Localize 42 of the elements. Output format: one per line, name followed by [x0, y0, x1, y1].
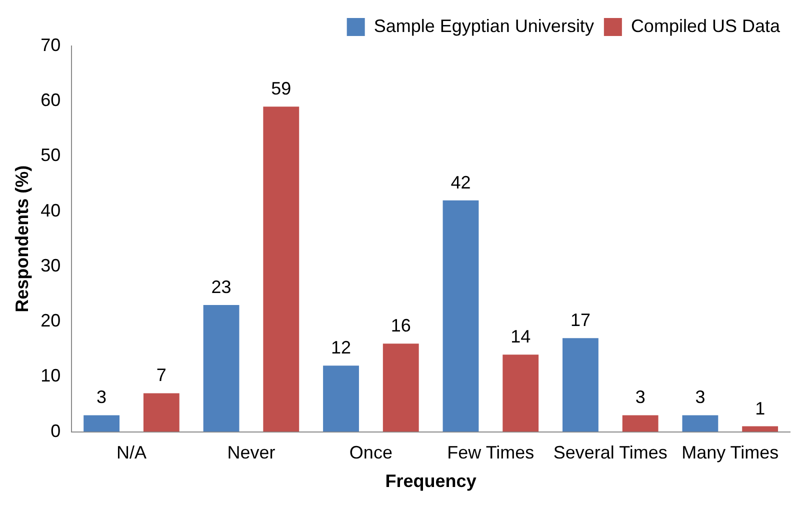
bar	[203, 305, 240, 432]
y-tick-label: 60	[40, 90, 61, 110]
data-label: 23	[211, 277, 232, 298]
y-tick-label: 40	[40, 200, 61, 220]
data-label: 3	[96, 387, 107, 408]
data-label: 14	[510, 326, 531, 347]
data-label: 42	[450, 172, 471, 192]
y-tick-label: 30	[40, 255, 61, 276]
bar	[382, 344, 419, 432]
y-tick-label: 20	[40, 310, 61, 331]
x-tick-label: N/A	[116, 442, 146, 463]
bar	[84, 415, 120, 432]
legend-label: Compiled US Data	[630, 16, 781, 36]
bar	[562, 338, 598, 432]
bar	[742, 426, 778, 432]
data-label: 12	[331, 338, 352, 358]
x-tick-label: Never	[227, 442, 276, 463]
data-label: 16	[390, 316, 411, 336]
x-tick-label: Few Times	[447, 442, 534, 463]
bar	[143, 393, 180, 432]
data-label: 17	[570, 310, 590, 330]
data-label: 1	[755, 398, 766, 418]
data-label: 59	[271, 78, 292, 99]
bar	[502, 354, 539, 432]
bar	[622, 415, 658, 432]
y-tick-label: 10	[40, 366, 61, 386]
x-tick-label: Several Times	[553, 442, 668, 463]
data-label: 7	[156, 365, 166, 386]
data-label: 3	[635, 387, 646, 408]
data-label: 3	[695, 387, 706, 408]
x-tick-label: Many Times	[682, 442, 779, 463]
bar	[263, 106, 300, 432]
x-tick-label: Once	[349, 442, 392, 463]
x-axis-title: Frequency	[385, 471, 476, 492]
y-tick-label: 0	[50, 420, 61, 441]
bar	[682, 415, 718, 432]
y-tick-label: 50	[40, 145, 61, 166]
bar	[323, 366, 359, 432]
legend-label: Sample Egyptian University	[374, 16, 594, 36]
y-axis-title: Respondents (%)	[12, 165, 32, 312]
y-tick-label: 70	[40, 34, 61, 55]
bar	[442, 200, 479, 432]
